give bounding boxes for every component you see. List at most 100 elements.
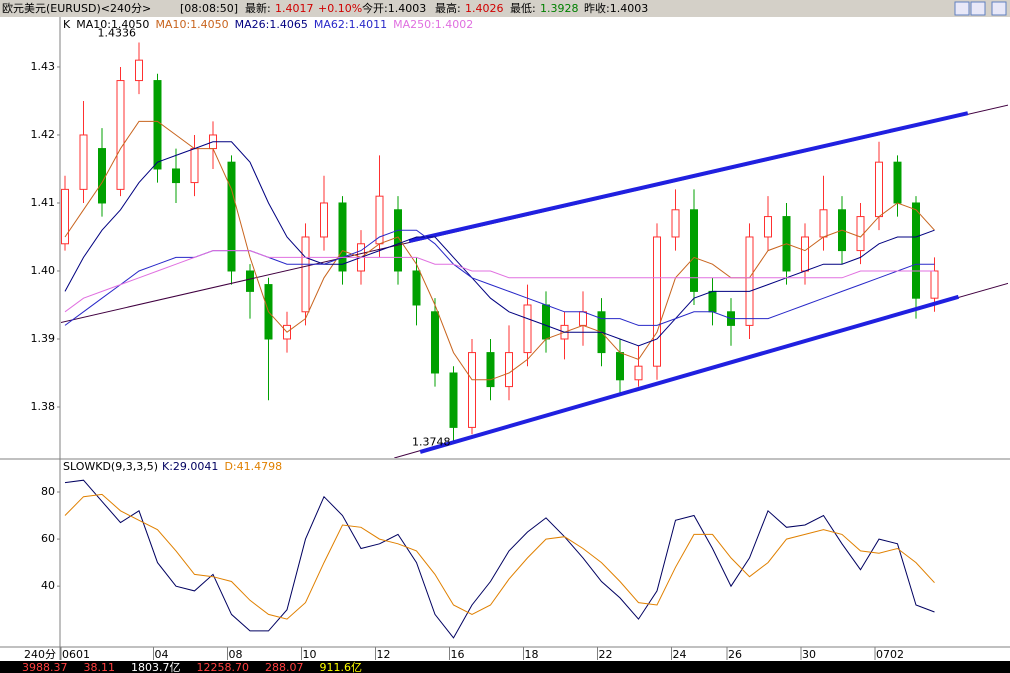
candle-body	[61, 188, 69, 245]
y-tick-label: 80	[41, 485, 55, 498]
legend-entry: MA26:1.4065	[235, 18, 308, 31]
label: 最新:	[245, 1, 271, 15]
candle-body	[338, 202, 347, 272]
x-axis-label: 240分	[24, 648, 56, 661]
candle-body	[930, 270, 939, 299]
candle-body	[912, 202, 920, 299]
candle-body	[801, 236, 809, 272]
x-tick-label: 24	[673, 648, 687, 661]
candle-body	[394, 209, 402, 272]
status-text: 3988.37	[22, 661, 68, 673]
candle-body	[505, 352, 513, 388]
candle-body	[153, 80, 162, 170]
status-text: 911.6亿	[320, 661, 363, 673]
candle-body	[819, 209, 828, 238]
legend-entry: K:29.0041	[162, 460, 218, 473]
y-tick-label: 1.41	[31, 196, 56, 209]
legend-entry: D:41.4798	[224, 460, 282, 473]
header-bar	[0, 0, 1010, 17]
x-tick-label: 26	[728, 648, 742, 661]
indicator-title: SLOWKD(9,3,3,5)	[63, 460, 158, 473]
candle-body	[708, 290, 717, 313]
candle-body	[579, 311, 587, 326]
title: 欧元美元(EURUSD)<240分>	[2, 2, 151, 15]
series-line	[64, 493, 935, 620]
x-tick-label: 08	[229, 648, 243, 661]
candle-body	[412, 270, 421, 306]
candle-body	[616, 352, 624, 381]
x-tick-label: 04	[155, 648, 169, 661]
x-tick-label: 10	[303, 648, 317, 661]
series-line	[64, 120, 935, 381]
candle-body	[523, 304, 532, 354]
x-tick-label: 16	[451, 648, 465, 661]
nav-button[interactable]	[970, 1, 986, 16]
candle-body	[190, 148, 199, 184]
candle-body	[764, 216, 772, 238]
x-tick-label: 12	[377, 648, 391, 661]
legend-entry: MA10:1.4050	[155, 18, 228, 31]
prev-close: 昨收:1.4003	[584, 1, 648, 15]
y-tick-label: 1.40	[31, 264, 56, 277]
label: 最高:	[435, 1, 461, 15]
candle-body	[745, 236, 754, 326]
status-text: 12258.70	[197, 661, 250, 673]
label: 最低:	[510, 2, 536, 15]
status-text: 288.07	[265, 661, 304, 673]
candle-body	[486, 352, 495, 388]
time: [08:08:50]	[180, 2, 238, 15]
candle-body	[875, 161, 883, 218]
candle-body	[98, 148, 106, 204]
candle-body	[653, 236, 661, 367]
candle-body	[671, 209, 680, 238]
candle-body	[634, 365, 643, 381]
candle-body	[227, 161, 236, 272]
y-tick-label: 1.38	[31, 400, 56, 413]
candle-body	[116, 80, 125, 190]
y-tick-label: 60	[41, 532, 55, 545]
status-text: 38.11	[84, 661, 116, 673]
candle-body	[893, 161, 902, 204]
status-bar	[0, 661, 1010, 673]
candle-body	[246, 270, 254, 292]
trend-line	[408, 111, 969, 244]
y-tick-label: 1.39	[31, 332, 56, 345]
high: 1.4026	[465, 2, 504, 15]
low: 1.3928	[540, 2, 579, 15]
legend-text: MA10:1.4050	[76, 18, 149, 31]
series-line	[64, 479, 935, 639]
legend-entry: MA62:1.4011	[314, 18, 387, 31]
status-text: 1803.7亿	[131, 661, 181, 673]
y-tick-label: 1.42	[31, 128, 56, 141]
close-button[interactable]	[991, 1, 1007, 16]
candle-body	[135, 59, 143, 82]
x-tick-label: 18	[525, 648, 539, 661]
nav-button[interactable]	[954, 1, 970, 16]
x-tick-label: 22	[599, 648, 613, 661]
x-tick-label: 0702	[876, 648, 904, 661]
x-tick-label: 0601	[62, 648, 90, 661]
candle-body	[320, 202, 328, 238]
open: 今开:1.4003	[362, 1, 426, 15]
candle-body	[431, 311, 439, 374]
change: +0.10%	[318, 2, 362, 15]
plot: 1.38 1.39 1.40 1.41 1.42 1.43 1.4336 1.3748 0601…	[24, 18, 1008, 661]
y-tick-label: 1.43	[31, 60, 56, 73]
candle-body	[690, 209, 698, 292]
y-tick-label: 40	[41, 579, 55, 592]
candle-body	[542, 304, 550, 340]
candle-body	[449, 372, 458, 428]
candle-body	[301, 236, 310, 313]
x-tick-label: 30	[802, 648, 816, 661]
candle-body	[468, 352, 476, 428]
legend-text: K	[63, 18, 71, 31]
annotation: 1.4336	[98, 26, 137, 39]
price-plot	[61, 42, 1008, 458]
candle-body	[172, 168, 180, 184]
trend-line	[419, 294, 960, 454]
annotation: 1.3748	[412, 435, 451, 448]
legend-entry: MA250:1.4002	[393, 18, 473, 31]
candle-body	[79, 134, 88, 190]
last: 1.4017	[275, 2, 314, 15]
